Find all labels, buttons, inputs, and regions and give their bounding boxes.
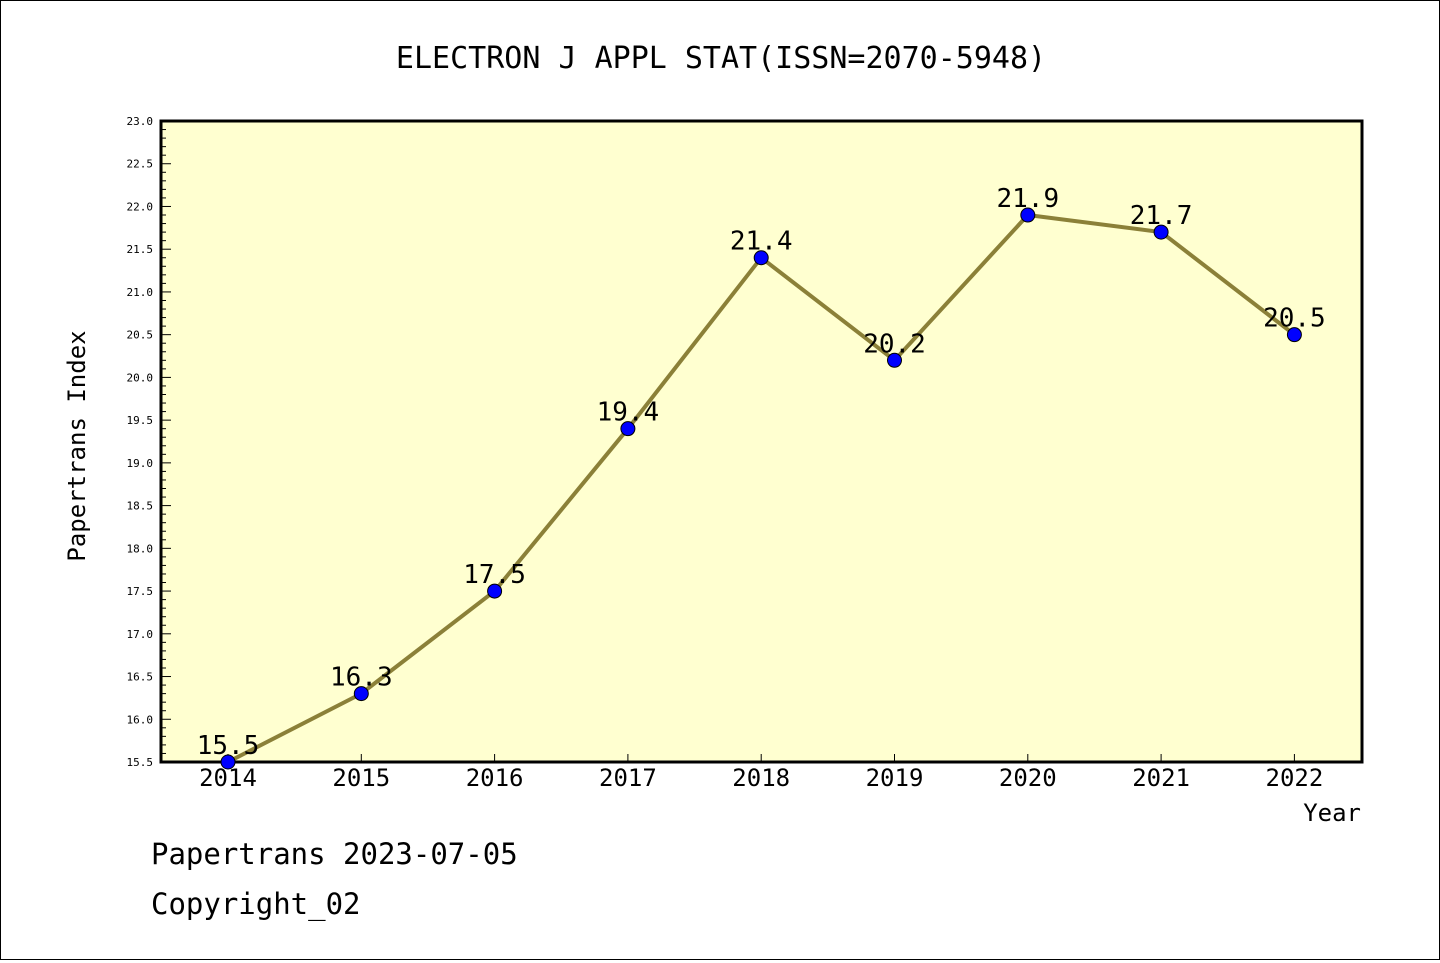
- data-point: [353, 686, 369, 702]
- y-tick-label: 16.5: [127, 671, 154, 684]
- x-tick-label: 2016: [466, 764, 524, 792]
- x-tick-label: 2020: [999, 764, 1057, 792]
- data-label: 19.4: [597, 398, 660, 428]
- x-tick-label: 2019: [866, 764, 924, 792]
- x-tick-label: 2015: [332, 764, 390, 792]
- y-tick-label: 15.5: [127, 756, 154, 769]
- x-axis-label: Year: [1303, 799, 1361, 827]
- data-point: [220, 754, 236, 770]
- y-tick-label: 20.0: [127, 371, 154, 384]
- data-label: 21.9: [996, 184, 1059, 214]
- y-tick-label: 17.0: [127, 628, 154, 641]
- data-label: 17.5: [463, 560, 526, 590]
- data-label: 21.4: [730, 227, 793, 257]
- y-tick-label: 22.0: [127, 200, 154, 213]
- data-label: 15.5: [197, 731, 260, 761]
- data-point: [887, 352, 902, 368]
- data-label: 20.5: [1263, 304, 1326, 334]
- data-point: [620, 421, 636, 437]
- x-tick-label: 2018: [732, 764, 790, 792]
- data-point: [487, 583, 503, 599]
- series-layer: 15.5 16.3 17.5 19.4 21.4 20.2 21.9 21.7 20.5: [197, 184, 1326, 770]
- y-axis: 15.5 16.0 16.5 17.0 17.5 18.0 18.5 19.0 19.5 20.0…: [127, 115, 171, 769]
- x-tick-label: 2022: [1266, 764, 1324, 792]
- y-tick-label: 22.5: [127, 158, 154, 171]
- x-tick-label: 2021: [1132, 764, 1190, 792]
- footer-copyright: Copyright_02: [151, 887, 361, 922]
- y-tick-label: 17.5: [127, 585, 154, 598]
- footer-source: Papertrans 2023-07-05: [151, 837, 518, 871]
- y-tick-label: 19.0: [127, 457, 154, 470]
- y-axis-label: Papertrans Index: [63, 330, 91, 561]
- chart-title: ELECTRON J APPL STAT(ISSN=2070-5948): [396, 41, 1046, 76]
- y-tick-label: 18.0: [127, 542, 154, 555]
- data-point: [1020, 207, 1036, 223]
- data-label: 16.3: [330, 663, 393, 693]
- y-tick-label: 23.0: [127, 115, 154, 128]
- y-tick-label: 19.5: [127, 414, 154, 427]
- y-tick-label: 21.5: [127, 243, 154, 256]
- y-tick-label: 16.0: [127, 713, 154, 726]
- x-axis: 2014 2015 2016 2017 2018 2019 2020 2021 2022: [199, 754, 1323, 792]
- data-point: [753, 250, 769, 266]
- data-label: 21.7: [1130, 201, 1193, 231]
- y-tick-label: 18.5: [127, 500, 154, 513]
- data-point: [1286, 327, 1302, 343]
- x-tick-label: 2017: [599, 764, 657, 792]
- data-label: 20.2: [863, 329, 926, 359]
- y-tick-label: 21.0: [127, 286, 154, 299]
- y-tick-label: 20.5: [127, 329, 154, 342]
- data-point: [1153, 224, 1169, 240]
